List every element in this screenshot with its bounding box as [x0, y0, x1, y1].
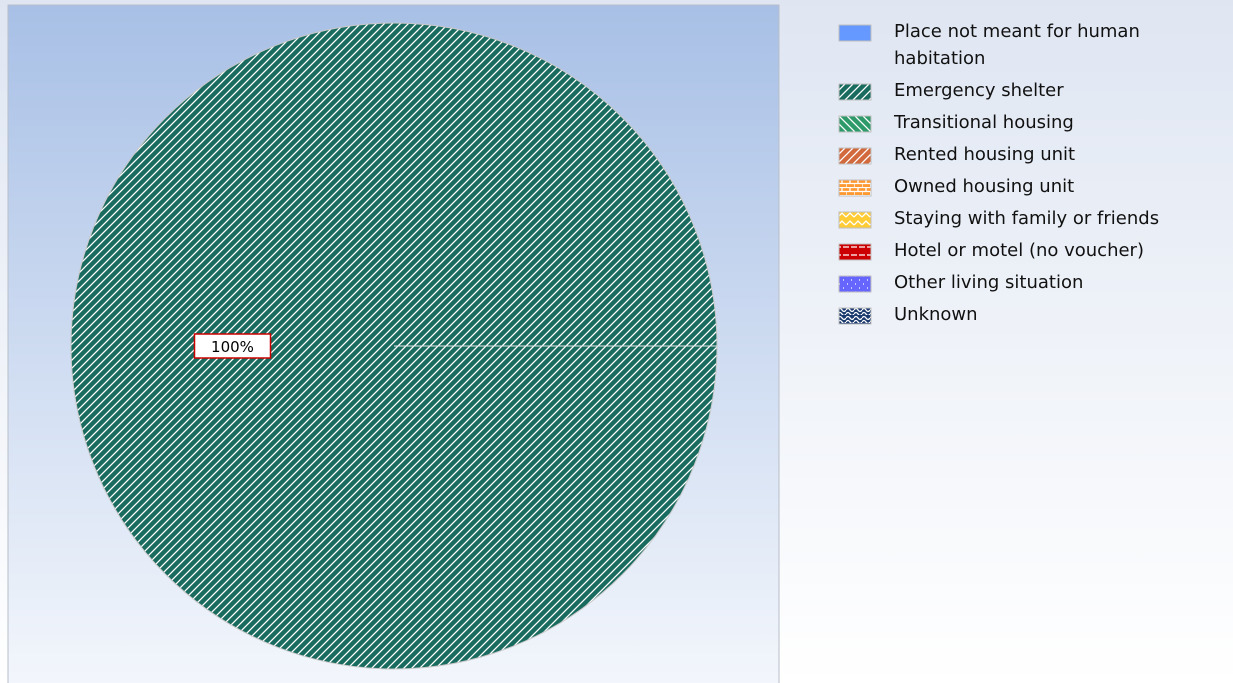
legend-swatch	[838, 83, 872, 101]
legend-entry: Place not meant for human habitation	[838, 18, 1228, 72]
legend-swatch	[838, 243, 872, 261]
label-box	[193, 333, 272, 359]
legend-swatch	[838, 275, 872, 293]
legend-label: Staying with family or friends	[894, 208, 1160, 229]
legend-entry: Staying with family or friends	[838, 205, 1228, 232]
legend-entry: Transitional housing	[838, 109, 1228, 136]
legend-entry: Emergency shelter	[838, 77, 1228, 104]
legend-swatch	[838, 115, 872, 133]
legend-label: Unknown	[894, 304, 978, 325]
legend-label: Hotel or motel (no voucher)	[894, 240, 1144, 261]
legend-swatch	[838, 147, 872, 165]
legend-entry: Rented housing unit	[838, 141, 1228, 168]
legend: Place not meant for human habitation Emer…	[838, 18, 1228, 333]
legend-entry: Owned housing unit	[838, 173, 1228, 200]
legend-label: Owned housing unit	[894, 176, 1075, 197]
legend-label: Rented housing unit	[894, 144, 1076, 165]
legend-label: Other living situation	[894, 272, 1084, 293]
legend-label: Emergency shelter	[894, 80, 1064, 101]
legend-swatch	[838, 307, 872, 325]
data-label: 100%	[211, 338, 254, 356]
legend-swatch	[838, 24, 872, 42]
legend-label: Transitional housing	[894, 112, 1074, 133]
legend-entry: Hotel or motel (no voucher)	[838, 237, 1228, 264]
legend-swatch	[838, 211, 872, 229]
legend-label: Place not meant for human habitation	[894, 21, 1140, 69]
legend-entry: Other living situation	[838, 269, 1228, 296]
legend-swatch	[838, 179, 872, 197]
legend-entry: Unknown	[838, 301, 1228, 328]
